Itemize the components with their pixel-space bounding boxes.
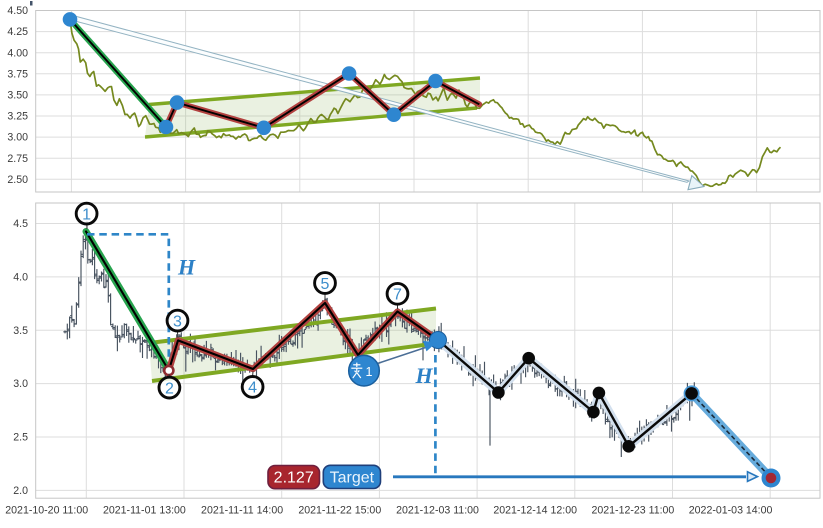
svg-text:2: 2 <box>165 380 174 397</box>
svg-text:H: H <box>177 255 196 280</box>
svg-text:4.25: 4.25 <box>7 26 28 38</box>
svg-text:1: 1 <box>82 206 91 223</box>
svg-text:Target: Target <box>330 469 375 486</box>
svg-text:2.50: 2.50 <box>7 174 28 186</box>
svg-text:4.0: 4.0 <box>13 272 28 284</box>
svg-text:2022-01-03 14:00: 2022-01-03 14:00 <box>689 505 773 517</box>
svg-text:3.25: 3.25 <box>7 111 28 123</box>
svg-text:5: 5 <box>321 276 330 293</box>
svg-text:2.75: 2.75 <box>7 153 28 165</box>
svg-text:4: 4 <box>248 380 257 397</box>
svg-text:1: 1 <box>366 365 373 379</box>
svg-text:2021-11-01 13:00: 2021-11-01 13:00 <box>103 505 186 517</box>
svg-text:2.5: 2.5 <box>13 432 28 444</box>
svg-text:3.75: 3.75 <box>7 68 28 80</box>
svg-text:4.50: 4.50 <box>7 5 28 17</box>
svg-text:4.00: 4.00 <box>7 47 28 59</box>
svg-text:2021-11-22 15:00: 2021-11-22 15:00 <box>298 505 381 517</box>
svg-text:H: H <box>415 363 434 388</box>
svg-text:4.5: 4.5 <box>13 218 28 230</box>
svg-text:3.00: 3.00 <box>7 132 28 144</box>
svg-text:2021-12-23 11:00: 2021-12-23 11:00 <box>591 505 674 517</box>
svg-text:2.127: 2.127 <box>274 469 314 486</box>
svg-text:3.5: 3.5 <box>13 325 28 337</box>
svg-text:7: 7 <box>393 287 402 304</box>
svg-text:3.50: 3.50 <box>7 90 28 102</box>
svg-text:2021-12-14 12:00: 2021-12-14 12:00 <box>493 505 577 517</box>
svg-text:3.0: 3.0 <box>13 378 28 390</box>
svg-text:2021-10-20 11:00: 2021-10-20 11:00 <box>5 505 88 517</box>
svg-text:2.0: 2.0 <box>13 485 28 497</box>
svg-text:2021-12-03 11:00: 2021-12-03 11:00 <box>396 505 479 517</box>
svg-text:2021-11-11 14:00: 2021-11-11 14:00 <box>201 505 283 517</box>
svg-text:3: 3 <box>173 313 182 330</box>
